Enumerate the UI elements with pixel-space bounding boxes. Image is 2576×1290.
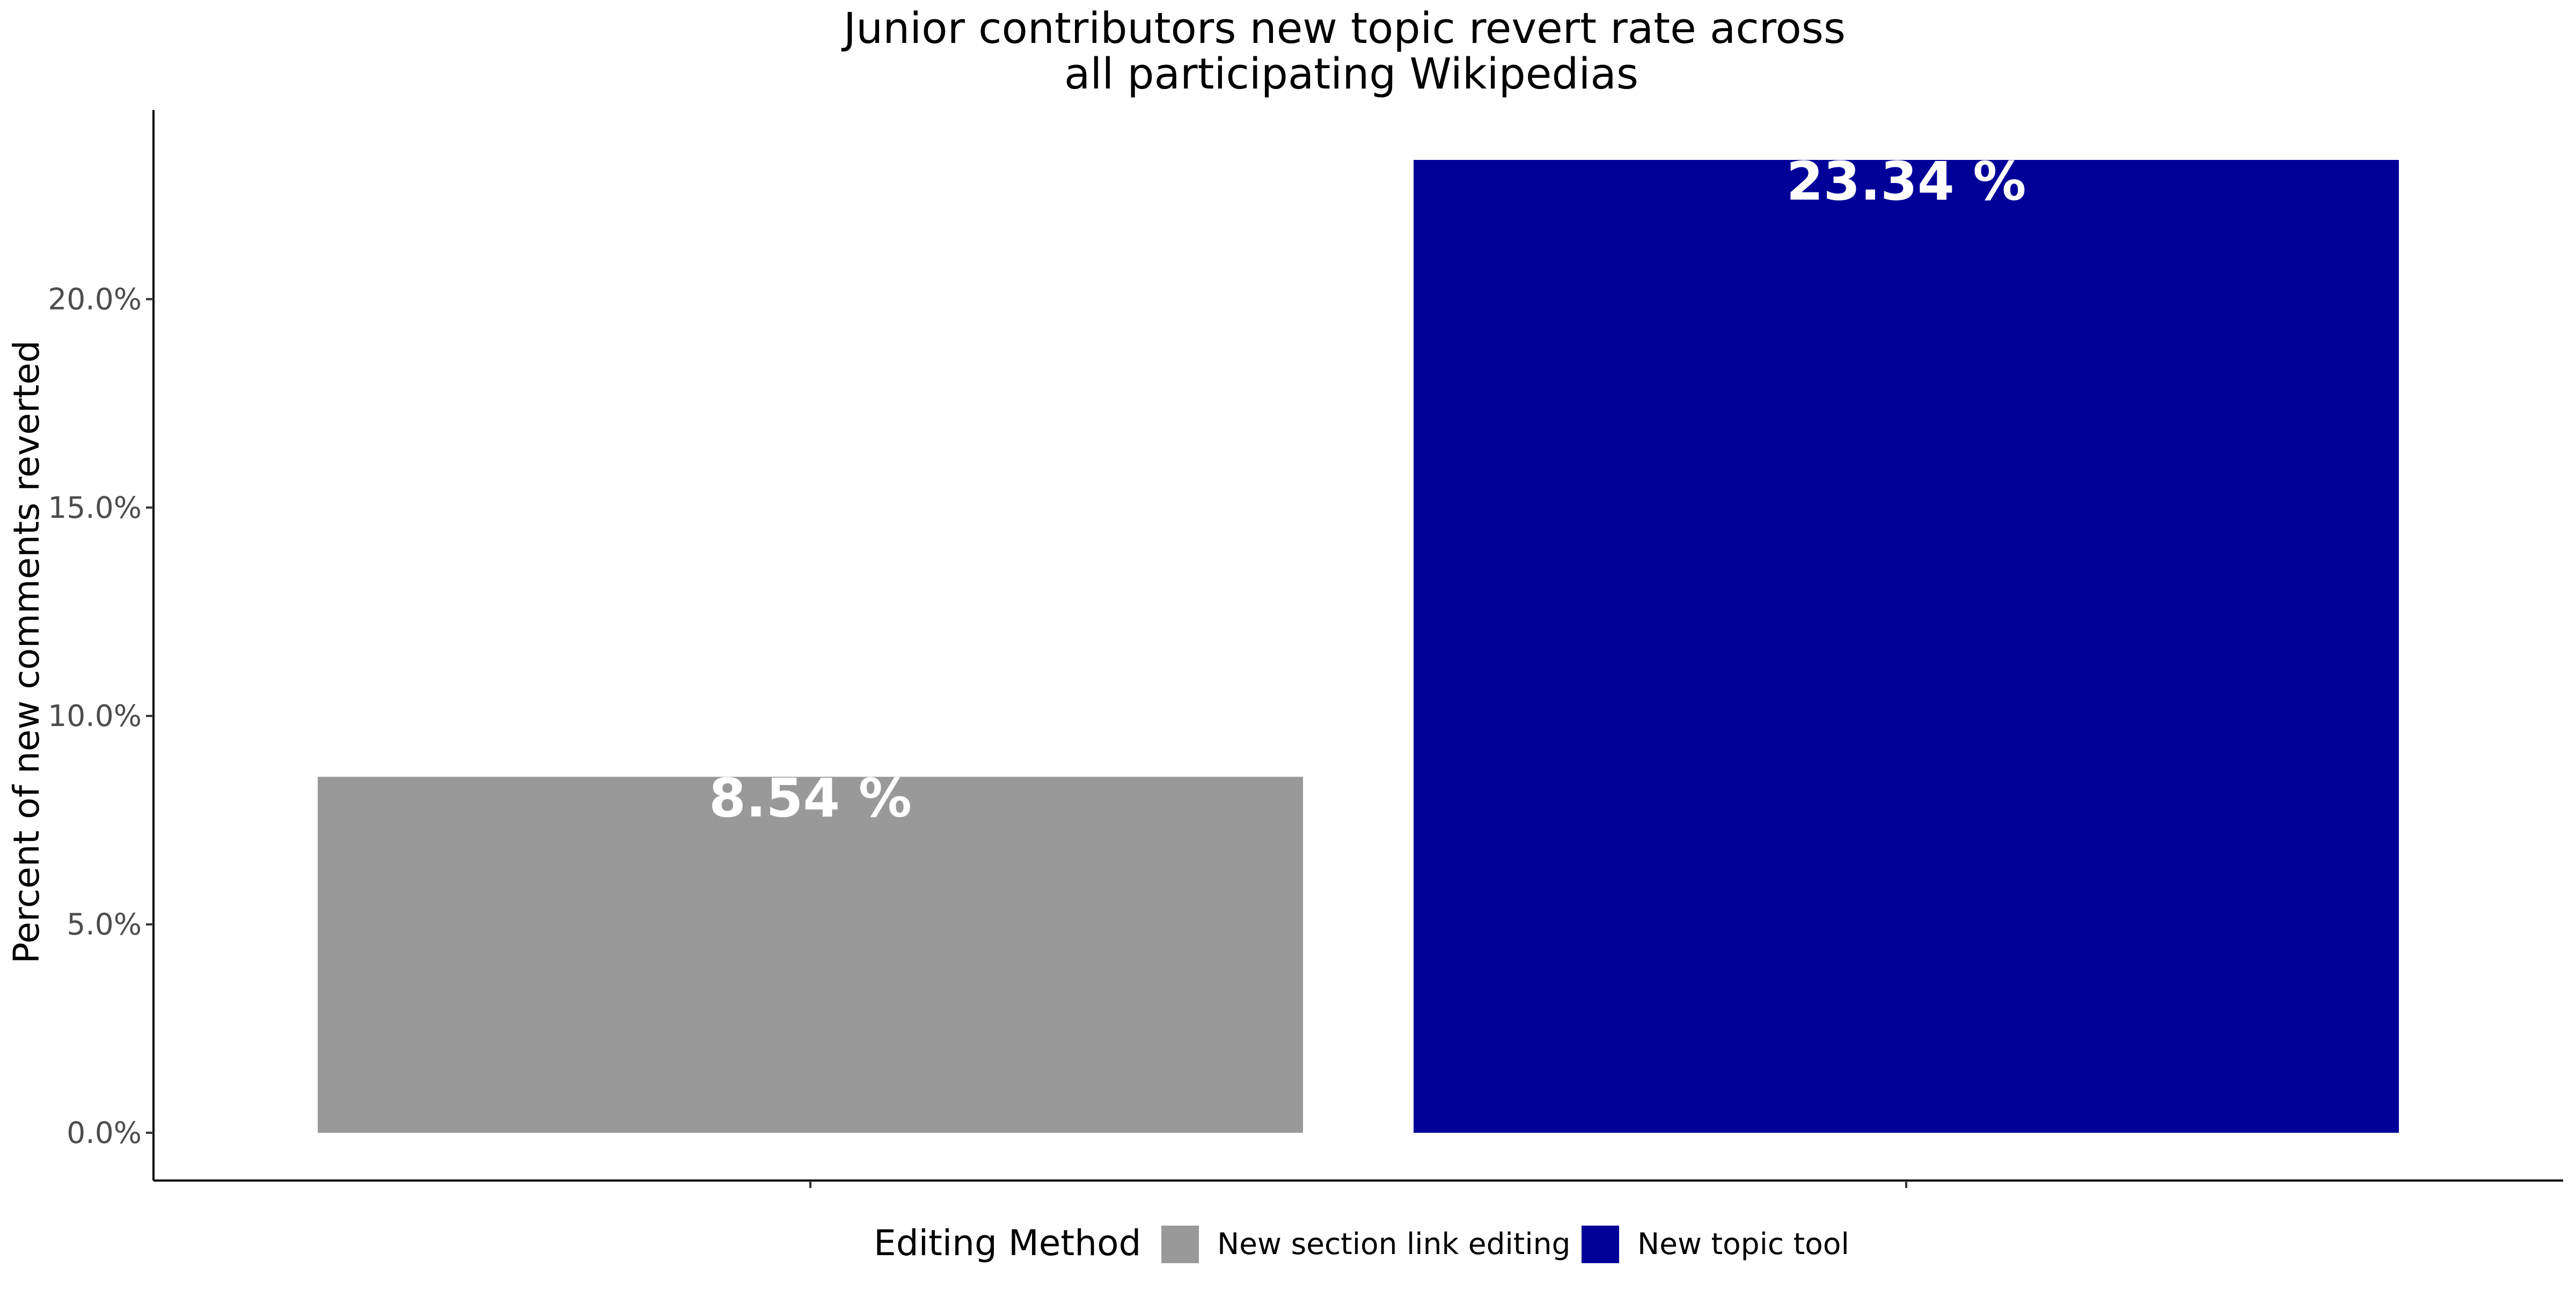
legend: Editing Method New section link editing N… <box>874 1222 1849 1264</box>
y-tick-label: 5.0% <box>67 907 142 942</box>
data-label: 23.34 % <box>1787 151 2026 212</box>
data-label: 8.54 % <box>709 768 912 830</box>
chart-title-line-1: Junior contributors new topic revert rat… <box>841 4 1846 53</box>
legend-swatch <box>1582 1226 1619 1263</box>
y-tick-label: 15.0% <box>48 490 142 525</box>
y-tick-label: 10.0% <box>48 699 142 733</box>
bar <box>318 776 1303 1133</box>
chart-title-line-2: all participating Wikipedias <box>1064 49 1638 99</box>
bar <box>1414 160 2399 1133</box>
chart-title: Junior contributors new topic revert rat… <box>841 4 1859 99</box>
y-tick-label: 0.0% <box>67 1116 142 1150</box>
legend-items: New section link editing New topic tool <box>1161 1226 1849 1263</box>
data-labels: 8.54 % 23.34 % <box>709 151 2026 830</box>
legend-label: New topic tool <box>1637 1227 1849 1261</box>
legend-swatch <box>1161 1226 1199 1263</box>
axes: 0.0% 5.0% 10.0% 15.0% 20.0% <box>48 110 2563 1188</box>
legend-label: New section link editing <box>1217 1227 1570 1261</box>
bars <box>318 160 2399 1133</box>
legend-title: Editing Method <box>874 1222 1141 1264</box>
y-tick-label: 20.0% <box>48 282 142 316</box>
y-axis-label: Percent of new comments reverted <box>6 340 47 964</box>
